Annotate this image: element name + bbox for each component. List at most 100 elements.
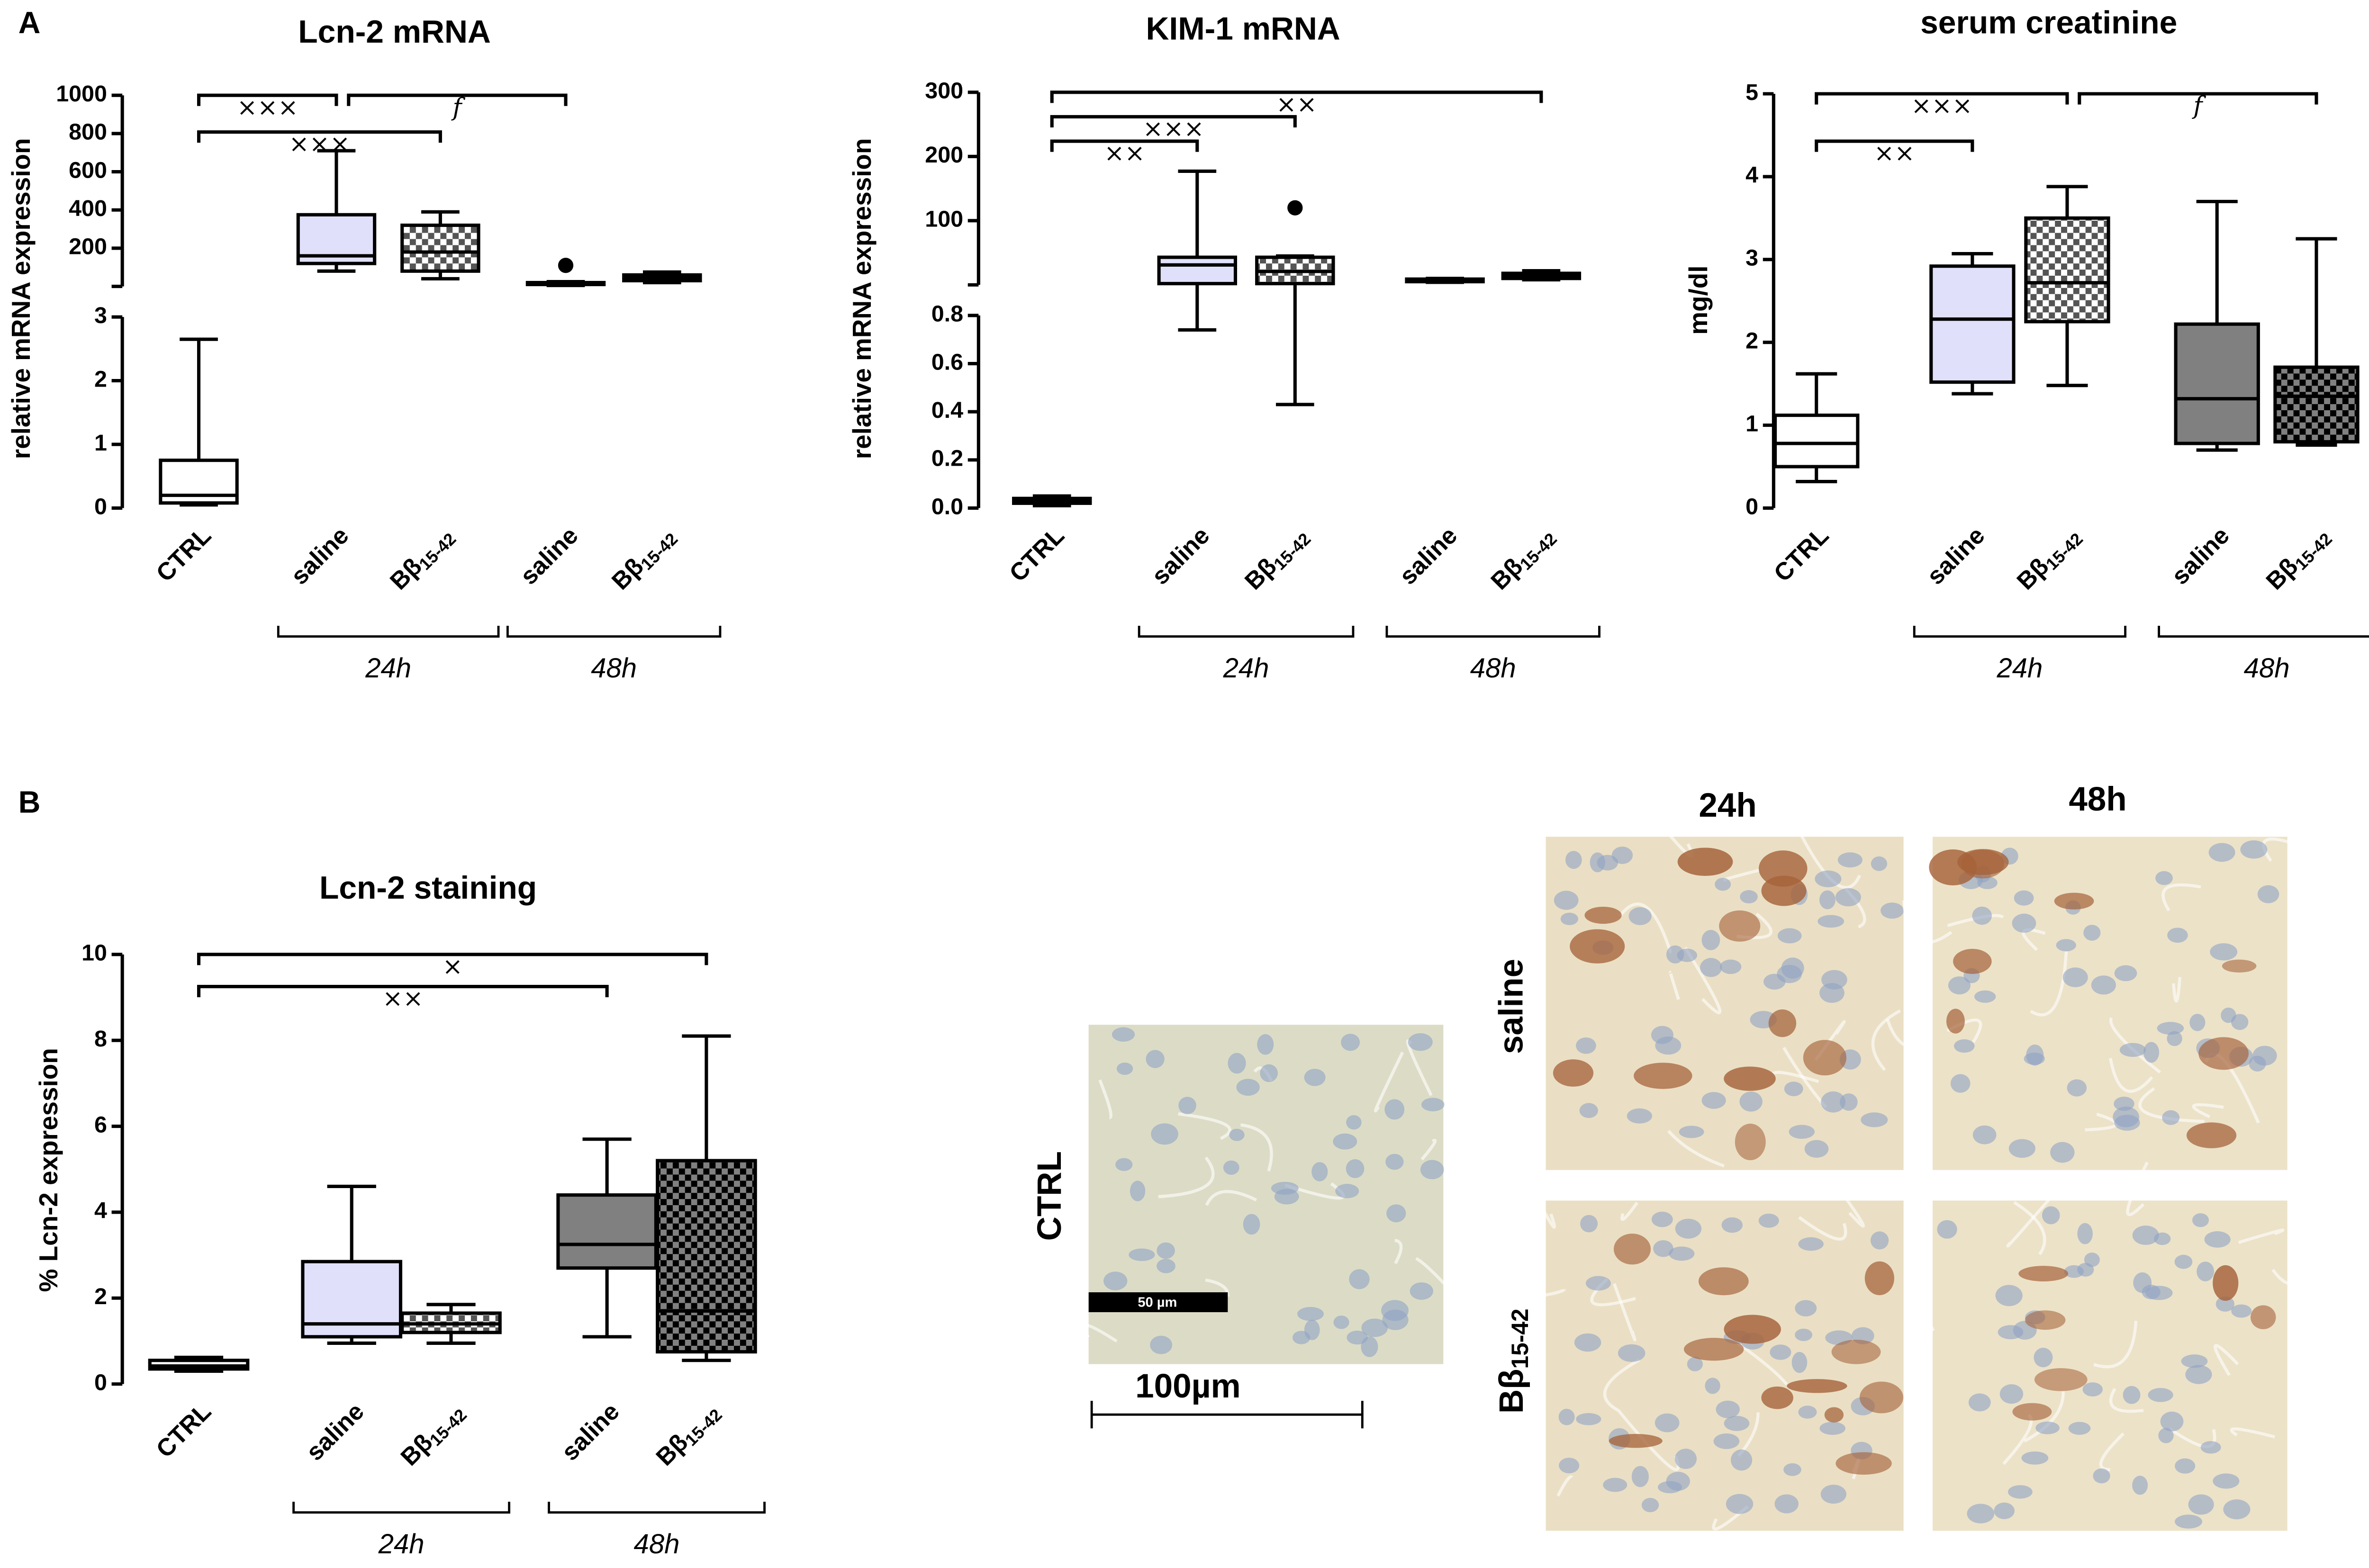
stain <box>1761 1386 1793 1409</box>
nucleus <box>1798 1237 1824 1251</box>
y-tick-label: 1000 <box>56 81 107 107</box>
nucleus <box>1763 973 1786 990</box>
stain <box>2250 1305 2276 1329</box>
nucleus <box>2077 1262 2094 1277</box>
nucleus <box>1881 902 1904 919</box>
x-tick-label: saline <box>1146 522 1215 590</box>
nucleus <box>2252 1045 2277 1066</box>
y-tick-label: 4 <box>94 1198 107 1224</box>
nucleus <box>1603 1478 1628 1492</box>
nucleus <box>1236 1079 1260 1096</box>
y-tick-label: 6 <box>94 1112 107 1137</box>
stain <box>1724 1066 1776 1091</box>
significance-label: f <box>451 93 465 122</box>
significance-bracket <box>197 130 442 143</box>
tissue-fiber <box>2172 977 2181 1003</box>
stain <box>1953 948 1992 974</box>
nucleus <box>1861 1112 1888 1127</box>
nucleus <box>1228 1053 1246 1074</box>
nucleus <box>2240 840 2268 859</box>
significance-label: ××× <box>237 93 298 122</box>
nucleus <box>1819 1422 1845 1435</box>
stain <box>1864 1261 1894 1296</box>
nucleus <box>1819 983 1845 1003</box>
group-label: 24h <box>365 653 411 684</box>
tissue-fiber <box>1205 1190 1257 1206</box>
box <box>2273 365 2360 444</box>
x-tick-label: Bβ15-42 <box>1239 522 1314 597</box>
group-bracket <box>1913 626 2127 638</box>
nucleus <box>1304 1069 1326 1086</box>
box <box>656 1159 757 1354</box>
nucleus <box>1999 1384 2024 1404</box>
nucleus <box>2067 1079 2087 1097</box>
nucleus <box>2119 1043 2146 1057</box>
tissue-fiber <box>2006 1183 2063 1248</box>
column-label: 24h <box>1699 787 1756 824</box>
nucleus <box>1716 1400 1740 1418</box>
nucleus <box>1335 1184 1359 1199</box>
nucleus <box>2012 913 2036 933</box>
group-label: 48h <box>2244 653 2290 684</box>
stain <box>2018 1266 2069 1282</box>
nucleus <box>1995 1285 2023 1307</box>
nucleus <box>1151 1123 1178 1145</box>
nucleus <box>1700 958 1722 977</box>
tissue-fiber <box>1871 1009 1901 1071</box>
nucleus <box>1655 1036 1682 1055</box>
significance-label: f <box>2191 92 2206 120</box>
nucleus <box>1798 1406 1817 1419</box>
nucleus <box>1679 1126 1704 1138</box>
nucleus <box>2204 1231 2231 1248</box>
y-tick-label: 300 <box>925 78 963 104</box>
tissue-fiber <box>2138 1087 2205 1123</box>
stain <box>1609 1434 1663 1448</box>
nucleus <box>2093 1468 2110 1484</box>
stain <box>1683 1338 1744 1361</box>
tissue-fiber <box>1420 1139 1437 1161</box>
nucleus <box>1384 1099 1405 1120</box>
tissue-fiber <box>1798 1216 1847 1241</box>
nucleus <box>1223 1160 1239 1175</box>
group-label: 24h <box>1996 653 2043 684</box>
nucleus <box>2215 1296 2235 1312</box>
tissue-fiber <box>2109 1388 2144 1413</box>
y-tick-label: 800 <box>69 119 107 145</box>
y-axis-label: % Lcn-2 expression <box>34 1048 63 1292</box>
significance-bracket <box>1815 139 1974 152</box>
nucleus <box>1361 1318 1388 1337</box>
outlier <box>558 258 574 273</box>
tissue-fiber <box>2230 1427 2276 1439</box>
nucleus <box>2035 1421 2060 1434</box>
nucleus <box>2021 1451 2049 1465</box>
significance-bracket <box>1050 115 1297 127</box>
nucleus <box>2181 1354 2208 1368</box>
nucleus <box>2083 925 2101 941</box>
x-tick-label: CTRL <box>1004 522 1069 587</box>
tissue-fiber <box>2030 951 2068 1017</box>
y-tick-label: 10 <box>81 940 107 966</box>
nucleus <box>2231 1304 2252 1318</box>
nucleus <box>1701 1092 1726 1109</box>
nucleus <box>1950 1074 1971 1093</box>
y-tick-label: 3 <box>94 303 107 328</box>
nucleus <box>1297 1307 1324 1321</box>
stain <box>1613 1234 1651 1265</box>
nucleus <box>1972 906 1992 925</box>
nucleus <box>2189 1014 2206 1031</box>
nucleus <box>1789 1125 1815 1139</box>
nucleus <box>1333 1316 1349 1329</box>
nucleus <box>1724 1415 1750 1431</box>
nucleus <box>2175 1458 2196 1474</box>
tissue-fiber <box>1556 1475 1573 1497</box>
nucleus <box>1618 1344 1646 1362</box>
nucleus <box>2160 1411 2184 1432</box>
stain <box>2025 1310 2066 1330</box>
nucleus <box>2014 890 2034 906</box>
tissue-fiber <box>1683 946 1722 1014</box>
x-tick-label: Bβ15-42 <box>395 1397 470 1473</box>
nucleus <box>1994 1502 2015 1519</box>
nucleus <box>1777 928 1802 944</box>
significance-label: ××× <box>1911 92 1972 120</box>
tissue-fiber <box>1620 1201 1638 1221</box>
